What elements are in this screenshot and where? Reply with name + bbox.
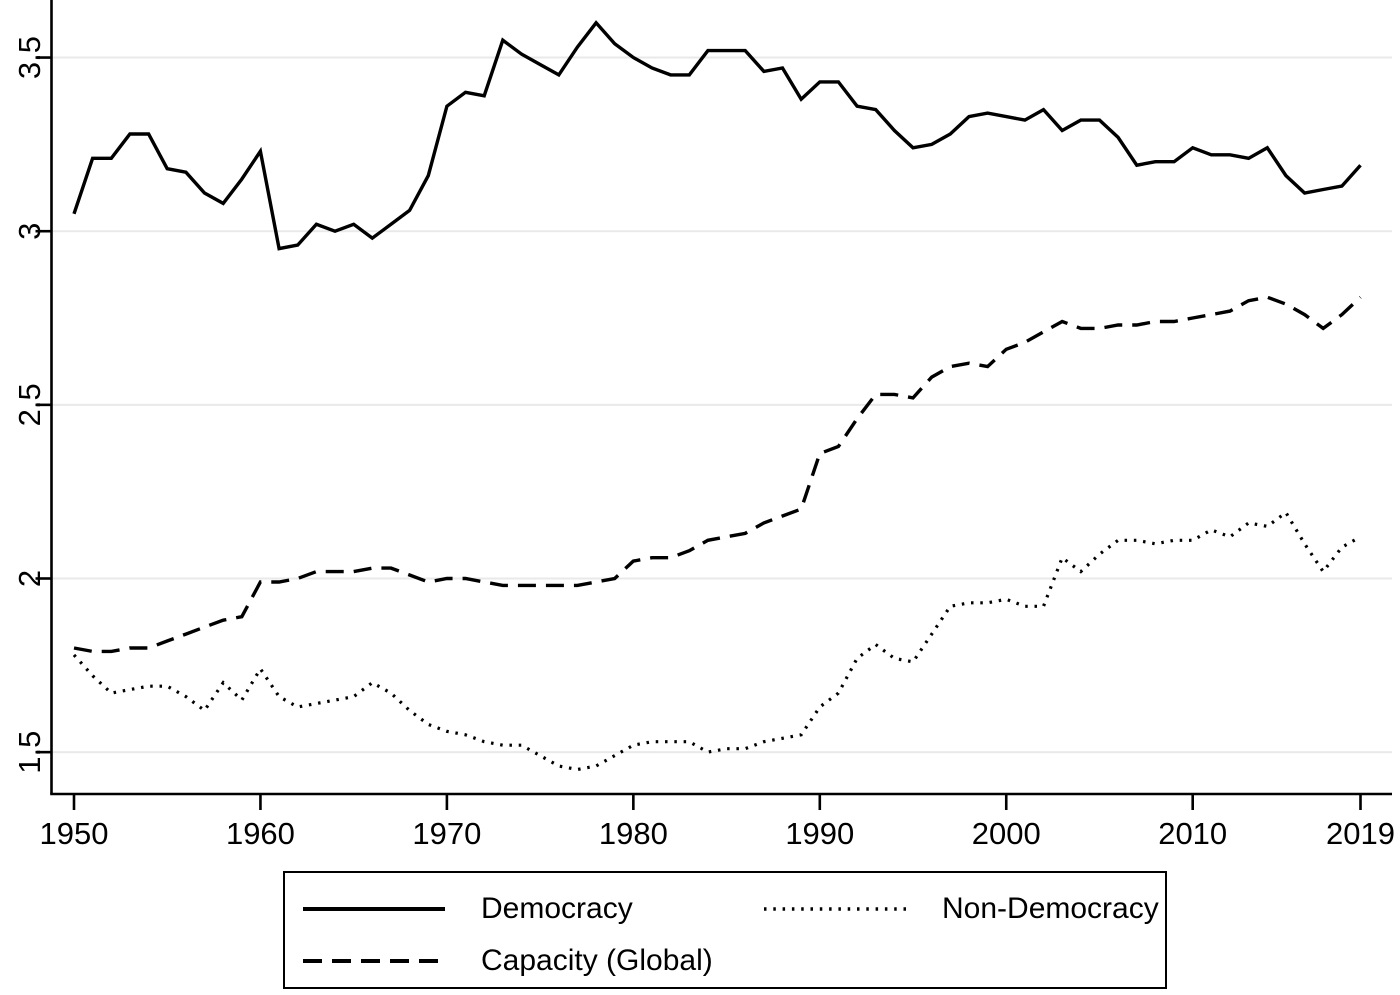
- x-axis-tick-label: 1960: [226, 816, 295, 851]
- legend-label-non-democracy: Non-Democracy: [942, 892, 1159, 925]
- legend-item-non-democracy: Non-Democracy: [762, 889, 1159, 929]
- y-axis-tick-label: 2: [12, 570, 47, 587]
- x-axis-tick-label: 1980: [599, 816, 668, 851]
- chart-legend: Democracy Non-Democracy Capacity (Global…: [283, 871, 1167, 989]
- y-axis-tick-label: 3: [12, 223, 47, 240]
- x-axis-tick-label: 2019: [1326, 816, 1395, 851]
- legend-item-democracy: Democracy: [301, 889, 633, 929]
- democracy-solid-line-swatch: [303, 907, 445, 911]
- legend-item-capacity-global: Capacity (Global): [301, 941, 713, 981]
- x-axis-tick-label: 1990: [785, 816, 854, 851]
- non-democracy-dotted-line-swatch: [764, 907, 906, 911]
- y-axis-tick-label: 3.5: [12, 36, 47, 79]
- non-democracy-series-line: [72, 510, 1362, 772]
- legend-label-democracy: Democracy: [481, 892, 633, 925]
- x-axis-tick-label: 2010: [1158, 816, 1227, 851]
- capacity-global--series-line: [73, 295, 1362, 654]
- capacity-dashed-line-swatch: [303, 959, 445, 963]
- y-axis-tick-label: 2.5: [12, 383, 47, 426]
- y-axis-tick-label: 1.5: [12, 731, 47, 774]
- x-axis-tick-label: 2000: [972, 816, 1041, 851]
- x-axis-tick-label: 1970: [412, 816, 481, 851]
- x-axis-tick-label: 1950: [40, 816, 109, 851]
- legend-label-capacity-global: Capacity (Global): [481, 944, 713, 977]
- democracy-series-line: [72, 20, 1362, 251]
